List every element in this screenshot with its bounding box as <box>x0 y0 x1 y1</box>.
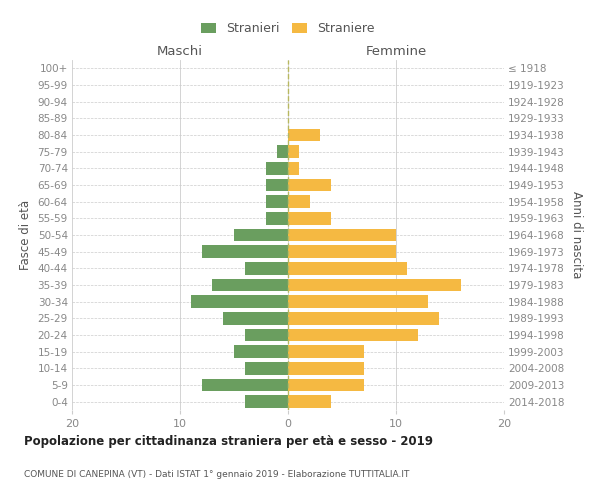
Bar <box>288 346 364 358</box>
Bar <box>234 346 288 358</box>
Bar <box>212 279 288 291</box>
Bar <box>288 179 331 192</box>
Bar <box>288 246 396 258</box>
Text: COMUNE DI CANEPINA (VT) - Dati ISTAT 1° gennaio 2019 - Elaborazione TUTTITALIA.I: COMUNE DI CANEPINA (VT) - Dati ISTAT 1° … <box>24 470 409 479</box>
Y-axis label: Anni di nascita: Anni di nascita <box>571 192 583 278</box>
Bar <box>266 162 288 174</box>
Bar <box>245 262 288 274</box>
Bar <box>288 229 396 241</box>
Bar <box>288 329 418 341</box>
Bar <box>245 362 288 374</box>
Bar <box>202 379 288 391</box>
Bar <box>288 296 428 308</box>
Bar <box>288 379 364 391</box>
Bar <box>288 312 439 324</box>
Bar <box>266 212 288 224</box>
Bar <box>266 179 288 192</box>
Bar <box>191 296 288 308</box>
Text: Popolazione per cittadinanza straniera per età e sesso - 2019: Popolazione per cittadinanza straniera p… <box>24 435 433 448</box>
Bar <box>277 146 288 158</box>
Bar <box>223 312 288 324</box>
Bar <box>288 162 299 174</box>
Bar <box>245 396 288 408</box>
Bar <box>288 212 331 224</box>
Bar <box>288 196 310 208</box>
Bar <box>266 196 288 208</box>
Bar <box>245 329 288 341</box>
Y-axis label: Fasce di età: Fasce di età <box>19 200 32 270</box>
Text: Maschi: Maschi <box>157 44 203 58</box>
Bar <box>202 246 288 258</box>
Bar <box>288 396 331 408</box>
Bar <box>288 146 299 158</box>
Bar <box>288 129 320 141</box>
Bar <box>288 262 407 274</box>
Bar <box>288 279 461 291</box>
Bar <box>288 362 364 374</box>
Bar <box>234 229 288 241</box>
Text: Femmine: Femmine <box>365 44 427 58</box>
Legend: Stranieri, Straniere: Stranieri, Straniere <box>196 18 380 40</box>
